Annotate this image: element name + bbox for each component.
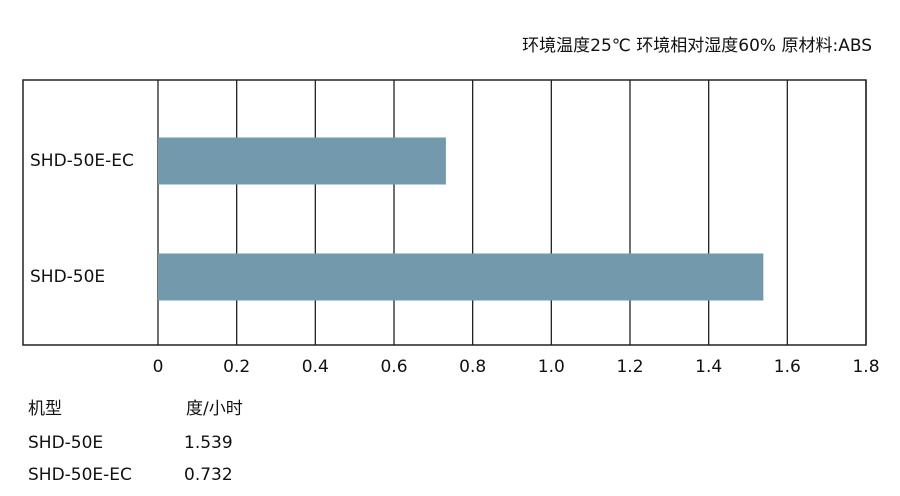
x-tick-label: 0.8 (459, 357, 486, 377)
x-tick-label: 0.6 (380, 357, 407, 377)
x-tick-label: 1.6 (774, 357, 801, 377)
table-cell: 1.539 (184, 433, 233, 453)
chart-subtitle: 环境温度25℃ 环境相对湿度60% 原材料:ABS (522, 36, 872, 56)
y-tick-label: SHD-50E (30, 267, 105, 287)
y-tick-label: SHD-50E-EC (30, 151, 134, 171)
table-cell: SHD-50E-EC (28, 465, 132, 485)
table-cell: SHD-50E (28, 433, 103, 453)
x-tick-label: 0.4 (302, 357, 329, 377)
x-tick-label: 0 (153, 357, 164, 377)
bar (158, 253, 764, 301)
x-tick-label: 1.4 (695, 357, 722, 377)
bar (158, 137, 446, 185)
x-tick-label: 1.8 (852, 357, 879, 377)
x-tick-label: 1.2 (616, 357, 643, 377)
x-tick-label: 0.2 (223, 357, 250, 377)
table-cell: 0.732 (184, 465, 233, 485)
table-header: 机型 (28, 399, 62, 419)
x-tick-label: 1.0 (538, 357, 565, 377)
table-header: 度/小时 (186, 399, 243, 419)
plot-frame (22, 79, 867, 346)
